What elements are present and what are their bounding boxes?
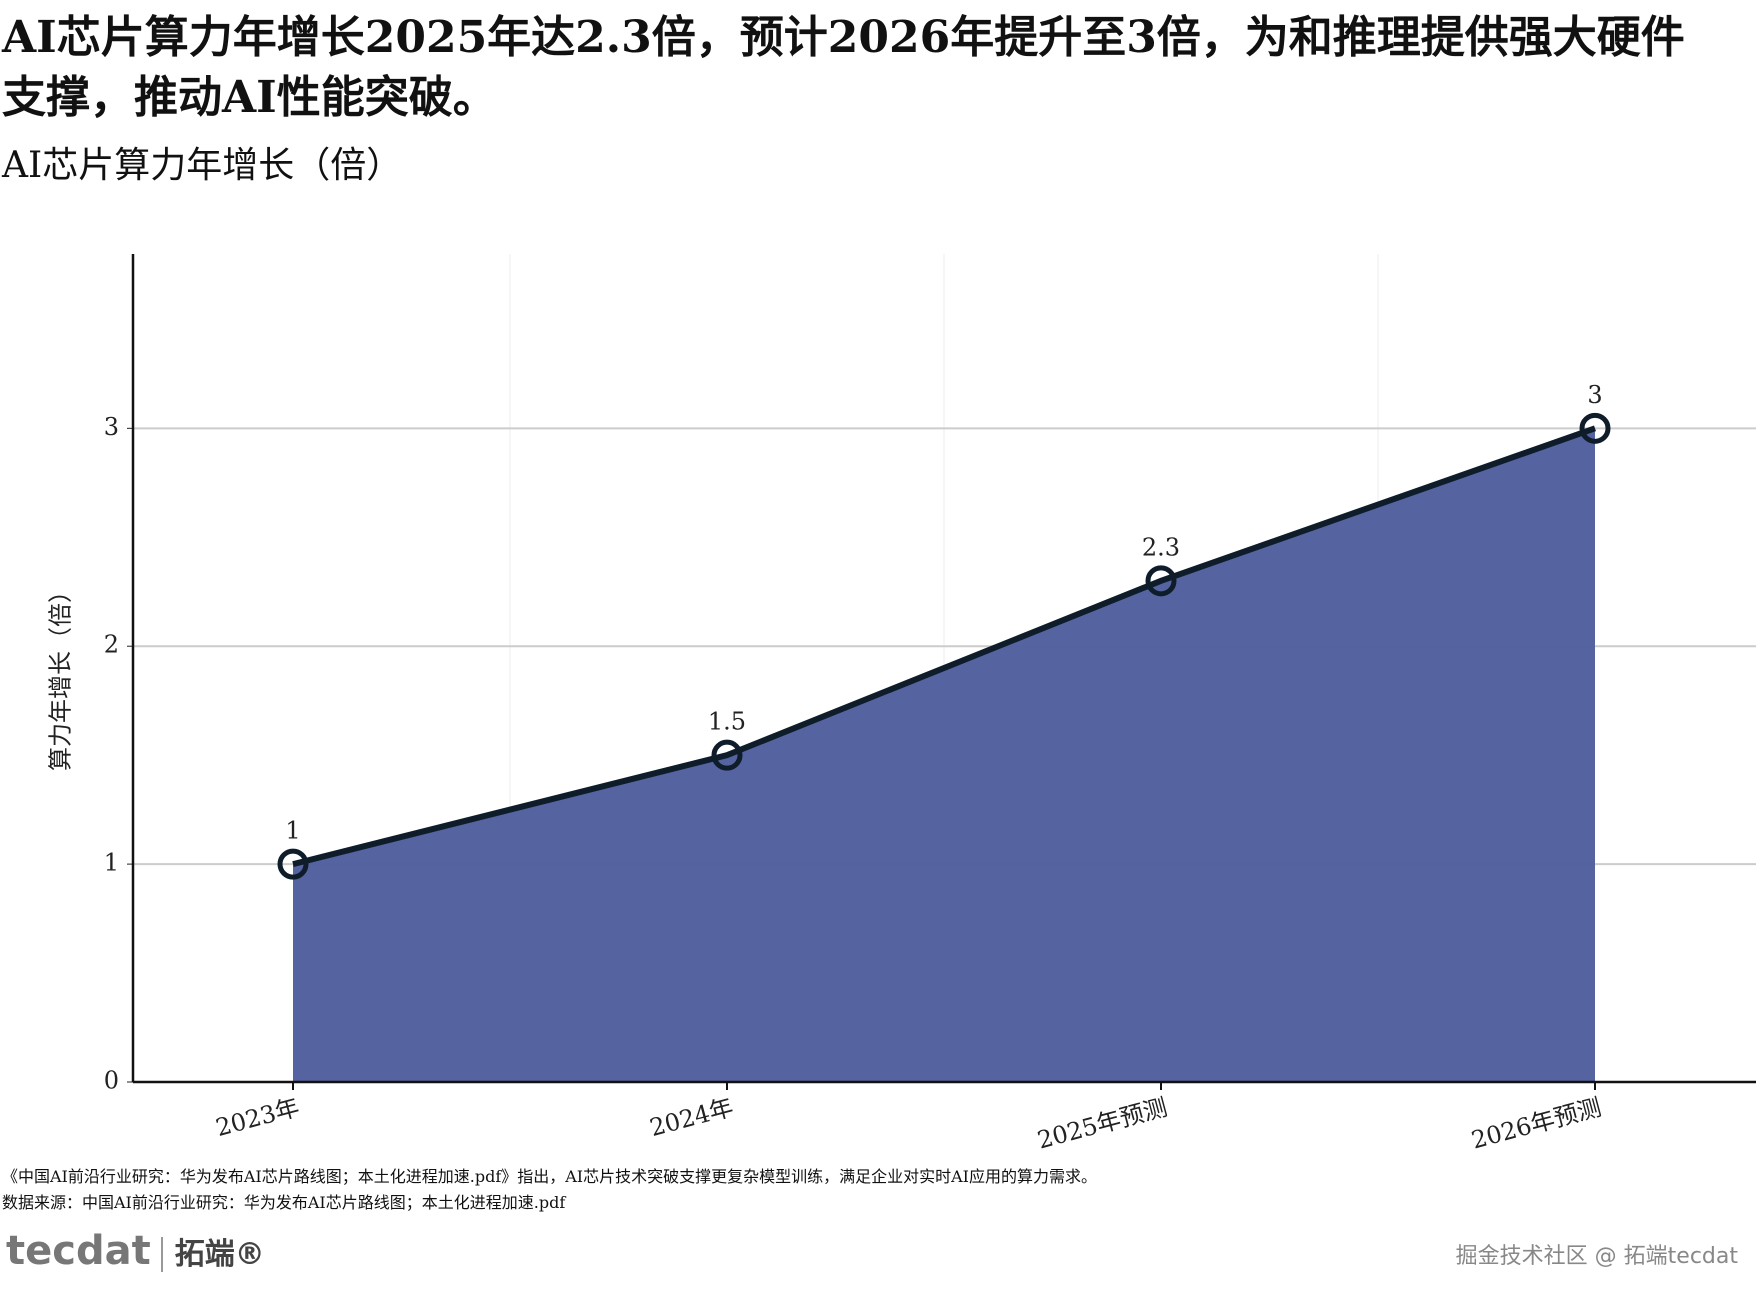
point <box>277 848 309 880</box>
value-label: 2.3 <box>1142 533 1180 561</box>
y-tick-label: 0 <box>104 1067 119 1095</box>
y-tick-label: 2 <box>104 631 119 659</box>
y-tick-label: 1 <box>104 849 119 877</box>
point <box>1145 565 1177 597</box>
point <box>711 739 743 771</box>
y-axis-label: 算力年增长（倍） <box>47 579 75 771</box>
logo: tecdat 拓端® <box>6 1228 265 1274</box>
footnote: 《中国AI前沿行业研究：华为发布AI芯片路线图；本土化进程加速.pdf》指出，A… <box>2 1167 1097 1186</box>
headline: AI芯片算力年增长2025年达2.3倍，预计2026年提升至3倍，为和推理提供强… <box>2 12 1685 123</box>
value-label: 1 <box>285 817 300 845</box>
logo-brand: tecdat <box>6 1228 151 1274</box>
logo-name: 拓端® <box>160 1237 265 1272</box>
watermark: 掘金技术社区 @ 拓端tecdat <box>1455 1244 1738 1269</box>
x-tick-label: 2024年 <box>647 1093 736 1142</box>
y-tick-label: 3 <box>104 413 119 441</box>
value-label: 1.5 <box>708 708 746 736</box>
chart: 0 1 2 3 1 1.5 2.3 3 2023年 2024年 2025年预测 2026年预测 算力年增… <box>47 254 1756 1155</box>
area <box>293 428 1595 1082</box>
source: 数据来源：中国AI前沿行业研究：华为发布AI芯片路线图；本土化进程加速.pdf <box>2 1193 566 1212</box>
line <box>292 425 1596 868</box>
chart-title: AI芯片算力年增长（倍） <box>2 145 403 186</box>
point <box>1579 412 1611 444</box>
value-label: 3 <box>1587 381 1602 409</box>
x-tick-label: 2026年预测 <box>1468 1093 1604 1154</box>
x-tick-label: 2025年预测 <box>1034 1093 1170 1154</box>
x-tick-label: 2023年 <box>213 1093 302 1142</box>
notes: 《中国AI前沿行业研究：华为发布AI芯片路线图；本土化进程加速.pdf》指出，A… <box>2 1164 1097 1216</box>
